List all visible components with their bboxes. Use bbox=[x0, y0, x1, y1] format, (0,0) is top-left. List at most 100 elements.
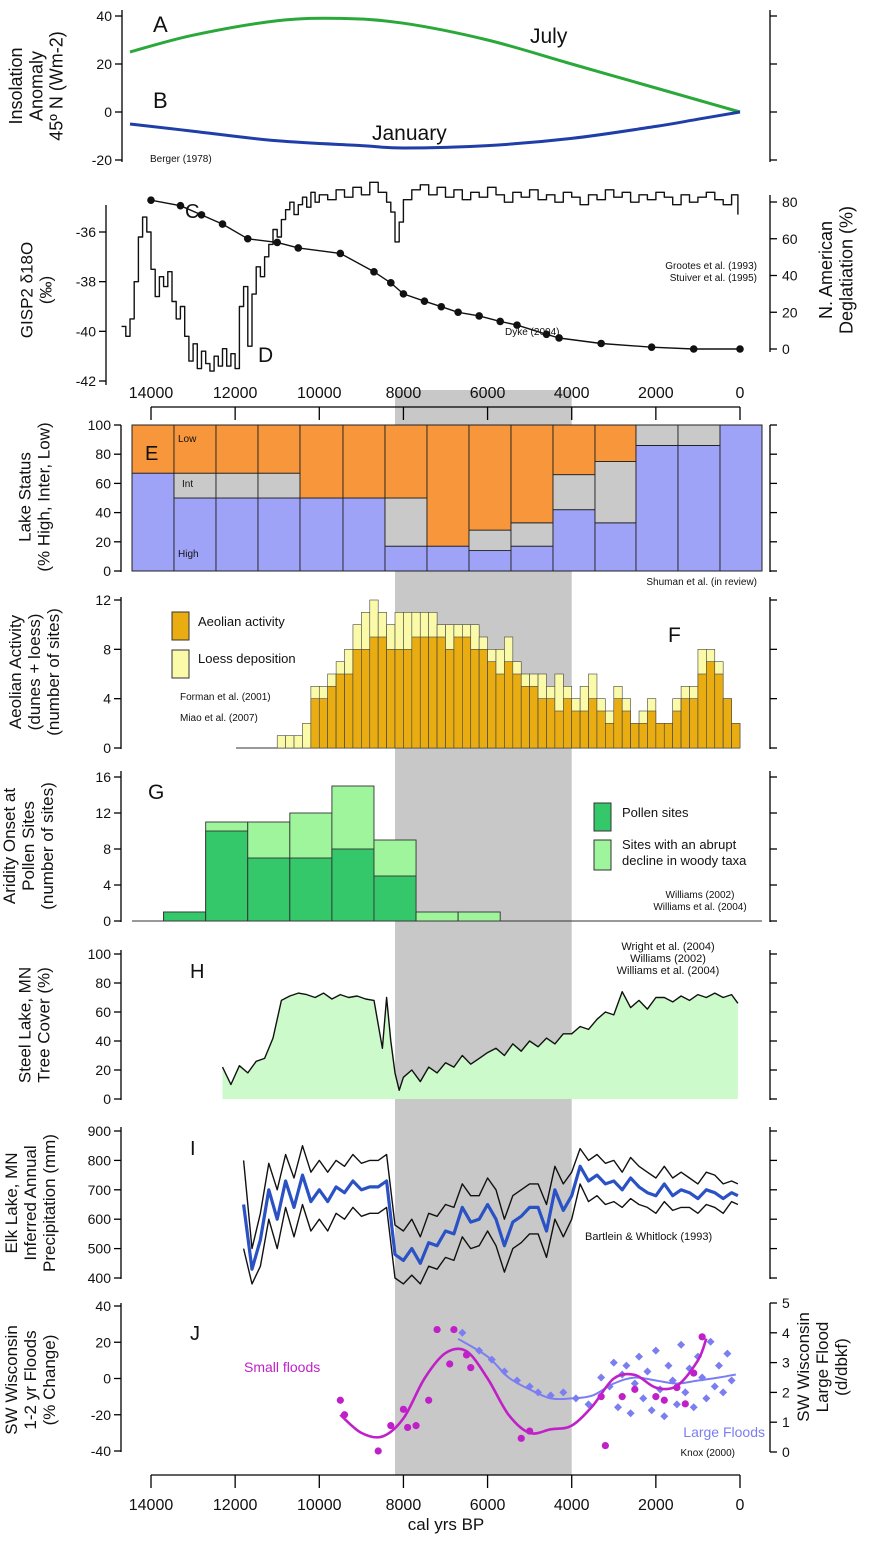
g-ylabel: Pollen Sites bbox=[19, 801, 38, 891]
f-bar-aeolian bbox=[462, 636, 472, 749]
f-bar-aeolian bbox=[310, 698, 320, 749]
cd-left-axis-tick-label: -40 bbox=[76, 323, 96, 339]
ab-series-january bbox=[129, 110, 741, 150]
j-large-flood-point bbox=[500, 1367, 509, 1376]
j-small-flood-point bbox=[374, 1447, 382, 1455]
g-letter: G bbox=[148, 781, 164, 804]
e-bar-low bbox=[510, 424, 554, 524]
h-line bbox=[221, 991, 739, 1092]
ab-ylabel: 45º N (Wm-2) bbox=[46, 31, 66, 141]
f-bar-aeolian bbox=[377, 636, 387, 749]
cd-deglaciation-point bbox=[294, 244, 303, 252]
f-bar-aeolian bbox=[596, 710, 606, 749]
x-axis-tick-label: 4000 bbox=[554, 1497, 590, 1514]
cd-x-tick-label: 4000 bbox=[554, 385, 590, 402]
e-left-axis-tick-label: 60 bbox=[95, 475, 111, 491]
f-left-axis-tick-label: 8 bbox=[103, 641, 111, 657]
cd-deglaciation-point bbox=[437, 302, 446, 311]
e-bar-low bbox=[468, 424, 512, 531]
j-large-flood-point bbox=[710, 1382, 719, 1391]
cd-x-tick-label: 12000 bbox=[213, 385, 258, 402]
f-bar-aeolian bbox=[697, 673, 707, 749]
h-area bbox=[222, 991, 738, 1099]
e-bar-low bbox=[426, 424, 470, 547]
j-small-flood-point bbox=[690, 1369, 698, 1377]
cd-left-axis-tick-label: -42 bbox=[76, 373, 96, 389]
ab-january-label: January bbox=[372, 122, 447, 145]
cd-deglaciation-point bbox=[496, 317, 504, 326]
f-bar-loess bbox=[276, 735, 286, 749]
j-large-flood-point bbox=[677, 1340, 686, 1349]
cd-deglaciation-point bbox=[513, 321, 521, 329]
j-large-flood-point bbox=[714, 1361, 723, 1370]
e-bar-high bbox=[173, 497, 217, 572]
j-small-flood-point bbox=[462, 1351, 471, 1359]
j-small-flood-point bbox=[526, 1427, 534, 1435]
cd-left-axis-tick-label: -36 bbox=[76, 224, 96, 240]
cd-x-tick-label: 2000 bbox=[638, 385, 674, 402]
f-source-forman: Forman et al. (2001) bbox=[180, 692, 271, 703]
i-mean-line bbox=[242, 1164, 739, 1271]
e-bar-int bbox=[552, 474, 596, 511]
h-source-williams-etal: Williams et al. (2004) bbox=[617, 965, 720, 977]
i-upper-line bbox=[242, 1144, 739, 1250]
x-axis-tick-label: 8000 bbox=[386, 1497, 422, 1514]
j-small-flood-point bbox=[412, 1422, 420, 1430]
j-right-axis-tick-label: 2 bbox=[782, 1384, 790, 1400]
ab-left-axis-tick-label: 0 bbox=[104, 104, 112, 120]
i-ylabel: Inferred Annual bbox=[21, 1145, 40, 1260]
ab-ylabel: Anomaly bbox=[26, 51, 46, 121]
e-bar-low bbox=[299, 424, 344, 499]
j-small-flood-point bbox=[660, 1396, 668, 1404]
g-left-axis-tick-label: 16 bbox=[95, 769, 111, 785]
h-ylabel: Tree Cover (%) bbox=[34, 967, 53, 1083]
f-bar-aeolian bbox=[327, 686, 337, 749]
j-large-flood-point bbox=[689, 1403, 698, 1412]
cd-x-tick-label: 6000 bbox=[470, 385, 506, 402]
h-letter: H bbox=[190, 961, 204, 983]
f-ylabel: (number of sites) bbox=[44, 608, 63, 736]
f-bar-loess bbox=[302, 723, 312, 749]
g-left-axis-tick-label: 0 bbox=[103, 913, 111, 929]
f-bar-aeolian bbox=[647, 710, 657, 749]
cd-x-tick-label: 8000 bbox=[386, 385, 422, 402]
e-bar-high bbox=[719, 424, 763, 572]
f-bar-aeolian bbox=[529, 686, 539, 749]
j-right-axis-tick-label: 5 bbox=[782, 1295, 790, 1311]
e-bar-high bbox=[257, 497, 301, 572]
f-legend-swatch-loess bbox=[171, 649, 190, 679]
j-large-flood-point bbox=[613, 1403, 622, 1412]
j-ylabel: (% Change) bbox=[40, 1335, 59, 1426]
j-left-axis-tick-label: 40 bbox=[95, 1298, 111, 1314]
f-bar-aeolian bbox=[411, 636, 421, 749]
x-axis-tick-label: 2000 bbox=[638, 1497, 674, 1514]
i-lower-line bbox=[242, 1183, 739, 1285]
cd-deglaciation-point bbox=[555, 334, 563, 342]
j-small-flood-point bbox=[336, 1396, 344, 1404]
g-bar-pollen bbox=[247, 857, 291, 922]
cd-deglaciation-point bbox=[273, 238, 282, 247]
j-left-axis-tick-label: 0 bbox=[103, 1371, 111, 1387]
j-small-flood-point bbox=[597, 1393, 605, 1401]
f-bar-aeolian bbox=[689, 698, 699, 749]
g-left-axis-tick-label: 4 bbox=[103, 877, 111, 893]
f-bar-aeolian bbox=[520, 686, 530, 749]
j-large-flood-point bbox=[706, 1337, 715, 1346]
i-left-axis-tick-label: 800 bbox=[88, 1152, 112, 1168]
e-left-axis-tick-label: 100 bbox=[88, 417, 112, 433]
i-left-axis-tick-label: 600 bbox=[88, 1211, 112, 1227]
cd-y2label: Deglatiation (%) bbox=[836, 206, 856, 334]
e-bar-low bbox=[552, 424, 596, 476]
f-bar-aeolian bbox=[706, 661, 716, 749]
f-bar-aeolian bbox=[512, 673, 522, 749]
f-bar-aeolian bbox=[470, 649, 480, 749]
g-legend-swatch-pollen bbox=[593, 802, 612, 832]
g-bar-pollen bbox=[373, 875, 417, 922]
f-bar-loess bbox=[293, 735, 303, 749]
f-bar-aeolian bbox=[571, 710, 581, 749]
f-letter: F bbox=[668, 624, 681, 647]
cd-source-dyke: Dyke (2004) bbox=[505, 327, 559, 338]
f-bar-aeolian bbox=[344, 673, 354, 749]
f-legend-swatch-aeolian bbox=[171, 611, 190, 641]
f-bar-aeolian bbox=[638, 723, 648, 749]
